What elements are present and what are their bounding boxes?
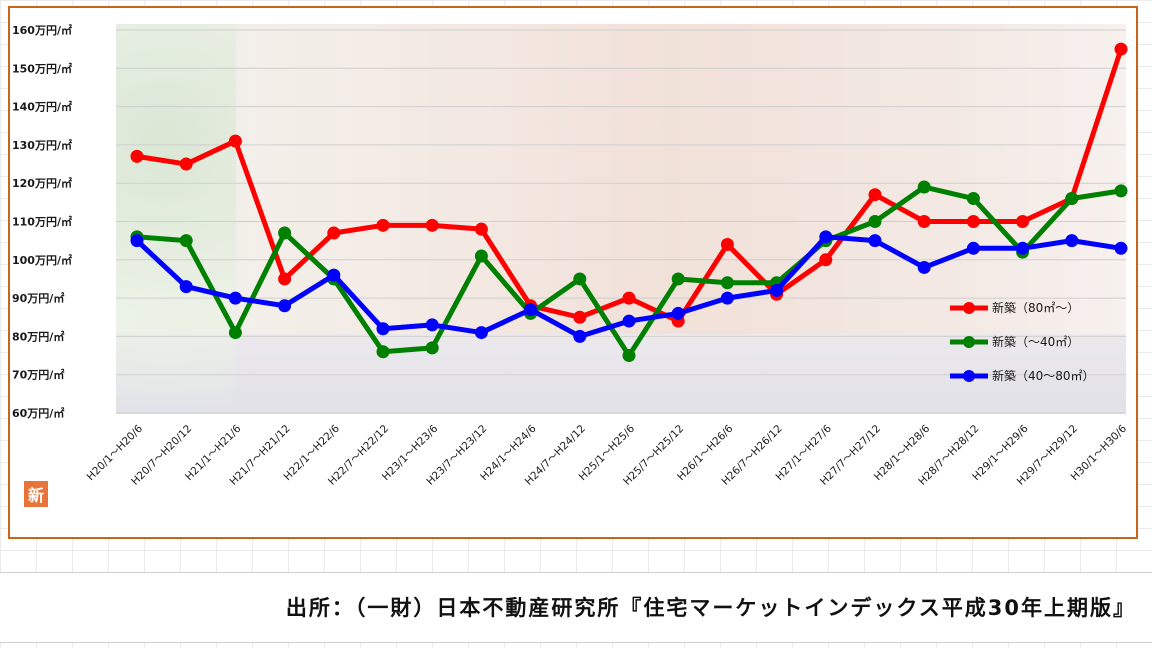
y-tick-label: 140万円/㎡ [12,100,72,114]
y-tick-label: 150万円/㎡ [12,61,72,75]
data-point [474,249,488,263]
data-point [819,230,833,244]
data-point [278,299,292,313]
legend-marker [963,302,975,314]
y-tick-label: 120万円/㎡ [12,176,72,190]
data-point [770,283,784,297]
y-tick-label: 70万円/㎡ [12,368,64,382]
data-point [376,322,390,336]
data-point [228,326,242,340]
legend-label: 新築（80㎡～） [992,300,1079,315]
legend-marker [963,336,975,348]
data-point [966,215,980,228]
new-badge: 新 [24,481,48,507]
y-tick-label: 110万円/㎡ [12,215,72,229]
data-point [1114,184,1128,198]
data-point [917,180,931,194]
data-point [376,218,390,232]
source-note: 出所：（一財）日本不動産研究所『住宅マーケットインデックス平成30年上期版』 [285,596,1136,620]
data-point [130,149,144,163]
y-tick-label: 130万円/㎡ [12,138,72,152]
data-point [474,326,488,340]
data-point [524,303,538,317]
data-point [179,280,193,294]
data-point [966,192,980,206]
data-point [1016,241,1030,255]
data-point [868,234,882,248]
y-tick-label: 160万円/㎡ [12,23,72,37]
legend-label: 新築（40～80㎡） [992,368,1095,383]
y-tick-label: 80万円/㎡ [12,329,64,343]
y-tick-label: 90万円/㎡ [12,291,64,305]
data-point [278,272,292,286]
data-point [622,349,636,363]
data-point [671,306,685,320]
data-point [720,237,734,251]
data-point [1065,234,1079,248]
data-point [228,291,242,305]
data-point [966,241,980,255]
data-point [1114,42,1128,56]
data-point [917,260,931,274]
divider [0,572,1152,573]
data-point [573,310,587,324]
y-tick-label: 60万円/㎡ [12,406,64,420]
data-point [327,226,341,240]
data-point [179,157,193,171]
source-area [0,572,1152,642]
data-point [425,341,439,355]
data-point [425,218,439,232]
data-point [720,291,734,305]
data-point [917,215,931,228]
data-point [278,226,292,240]
data-point [1065,192,1079,206]
data-point [720,276,734,290]
series-line [136,184,1122,359]
data-point [819,253,833,267]
data-point [573,329,587,343]
data-point [1016,215,1030,228]
data-point [622,291,636,305]
data-point [1114,241,1128,255]
divider [0,642,1152,643]
data-point [573,272,587,286]
data-point [425,318,439,332]
data-point [228,134,242,148]
legend-label: 新築（～40㎡） [992,334,1079,349]
data-point [622,314,636,328]
data-point [868,215,882,228]
data-point [130,234,144,248]
data-point [868,188,882,202]
data-point [376,345,390,359]
y-tick-label: 100万円/㎡ [12,253,72,267]
data-point [474,222,488,236]
data-point [327,268,341,282]
data-point [179,234,193,248]
legend-marker [963,370,975,382]
data-point [671,272,685,286]
